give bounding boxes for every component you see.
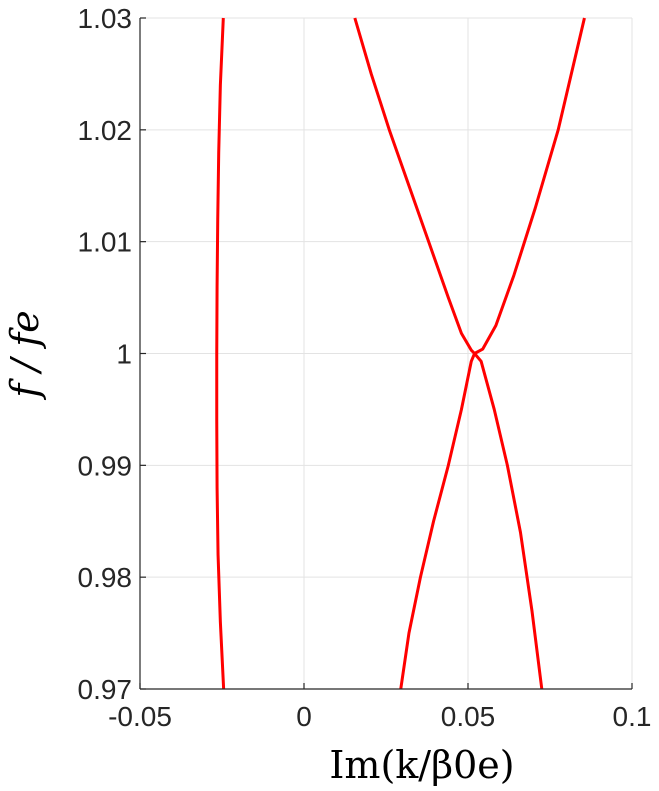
y-tick-label: 1.01 [78,227,133,258]
series-line-3 [399,352,544,690]
y-tick-label: 0.97 [78,674,133,705]
x-tick-label: 0.1 [613,701,652,732]
y-axis-label: f / fe [3,310,47,401]
y-tick-label: 1 [116,339,132,370]
tick-labels: -0.05 0 0.05 0.1 0.97 0.98 0.99 1 1.01 1.02 1.03 [78,3,652,732]
x-tick-label: 0.05 [441,701,496,732]
x-axis-label: Im(k/β0e) [329,743,514,787]
series-line-2 [353,17,586,355]
x-tick-label: -0.05 [108,701,172,732]
y-tick-label: 1.02 [78,115,133,146]
axis-labels: Im(k/β0e) f / fe [3,310,515,787]
series-line-1 [215,17,226,690]
y-tick-label: 1.03 [78,3,133,34]
x-tick-label: 0 [296,701,312,732]
y-tick-label: 0.98 [78,562,133,593]
axes [139,17,633,690]
y-tick-label: 0.99 [78,450,133,481]
plot-curves [215,17,586,690]
